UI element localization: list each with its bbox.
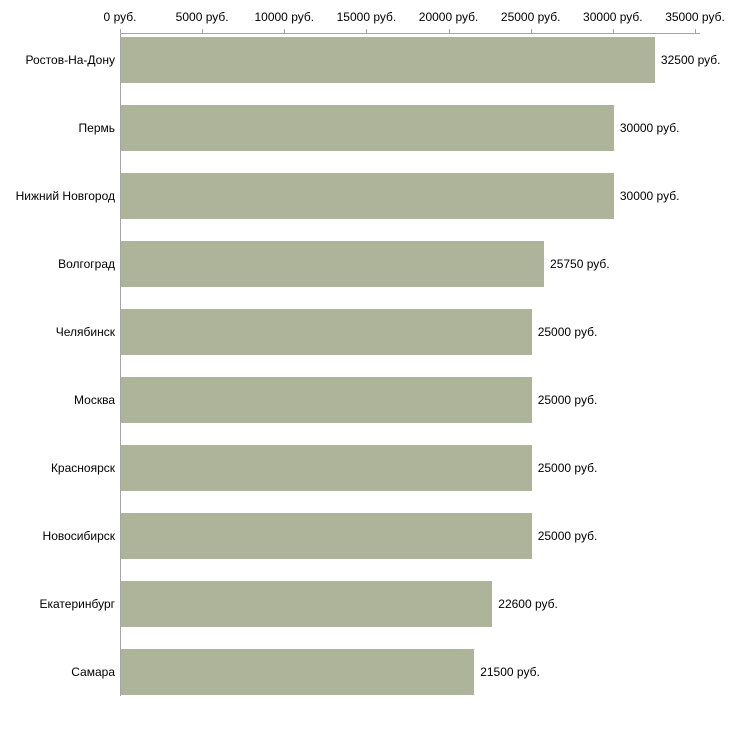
x-axis-line	[120, 33, 700, 34]
category-label: Самара	[71, 665, 115, 679]
bar	[121, 445, 532, 491]
bar	[121, 173, 614, 219]
x-axis-tick-mark	[202, 29, 204, 33]
value-label: 30000 руб.	[619, 121, 680, 135]
x-axis-tick-mark	[530, 29, 532, 33]
x-axis-tick-mark	[284, 29, 286, 33]
value-label: 25000 руб.	[537, 461, 598, 475]
x-axis-tick-label: 10000 руб.	[254, 10, 315, 24]
x-axis-tick-label: 30000 руб.	[583, 10, 643, 24]
bar	[121, 377, 532, 423]
category-label: Пермь	[78, 121, 115, 135]
category-label: Нижний Новгород	[15, 189, 115, 203]
x-axis-tick-label: 15000 руб.	[336, 10, 397, 24]
value-label: 25000 руб.	[537, 393, 598, 407]
bar	[121, 105, 614, 151]
bar	[121, 309, 532, 355]
x-axis-tick-label: 35000 руб.	[665, 10, 725, 24]
category-label: Красноярск	[50, 461, 115, 475]
x-axis-tick-mark	[366, 29, 368, 33]
bar	[121, 37, 655, 83]
x-axis-tick-mark	[448, 29, 450, 33]
x-axis-tick-mark	[612, 29, 614, 33]
y-axis-line	[120, 33, 121, 696]
category-label: Москва	[74, 393, 115, 407]
bar	[121, 513, 532, 559]
value-label: 25000 руб.	[537, 529, 598, 543]
value-label: 22600 руб.	[498, 597, 558, 611]
x-axis-tick-mark	[695, 29, 696, 33]
x-axis-tick-label: 20000 руб.	[418, 10, 479, 24]
value-label: 25750 руб.	[550, 257, 610, 271]
category-label: Новосибирск	[42, 529, 115, 543]
category-label: Челябинск	[55, 325, 115, 339]
bar	[121, 241, 545, 287]
category-label: Екатеринбург	[39, 597, 116, 611]
x-axis-tick-label: 5000 руб.	[175, 10, 229, 24]
x-axis-tick-label: 0 руб.	[103, 10, 137, 24]
value-label: 21500 руб.	[480, 665, 540, 679]
x-axis-tick-mark	[120, 29, 121, 33]
x-axis-tick-label: 25000 руб.	[500, 10, 561, 24]
bar	[121, 581, 493, 627]
bar	[121, 649, 475, 695]
category-label: Ростов-На-Дону	[25, 53, 115, 67]
value-label: 32500 руб.	[660, 53, 721, 67]
value-label: 30000 руб.	[619, 189, 680, 203]
value-label: 25000 руб.	[537, 325, 598, 339]
category-label: Волгоград	[58, 257, 115, 271]
